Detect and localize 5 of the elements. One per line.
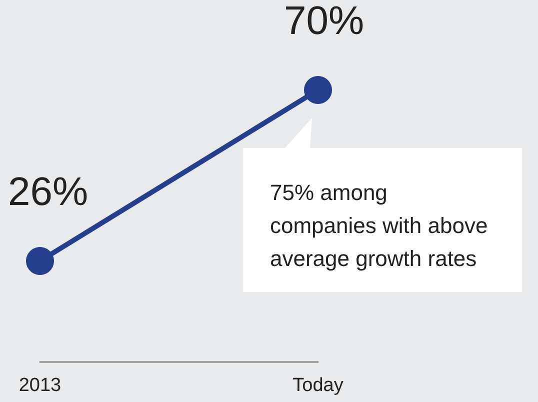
x-tick-label: 2013 xyxy=(18,375,62,396)
data-label: 70% xyxy=(284,0,364,43)
data-label: 26% xyxy=(8,170,88,214)
x-tick-label: Today xyxy=(292,375,344,396)
annotation: 75% among companies with above average growth rates xyxy=(270,180,488,271)
